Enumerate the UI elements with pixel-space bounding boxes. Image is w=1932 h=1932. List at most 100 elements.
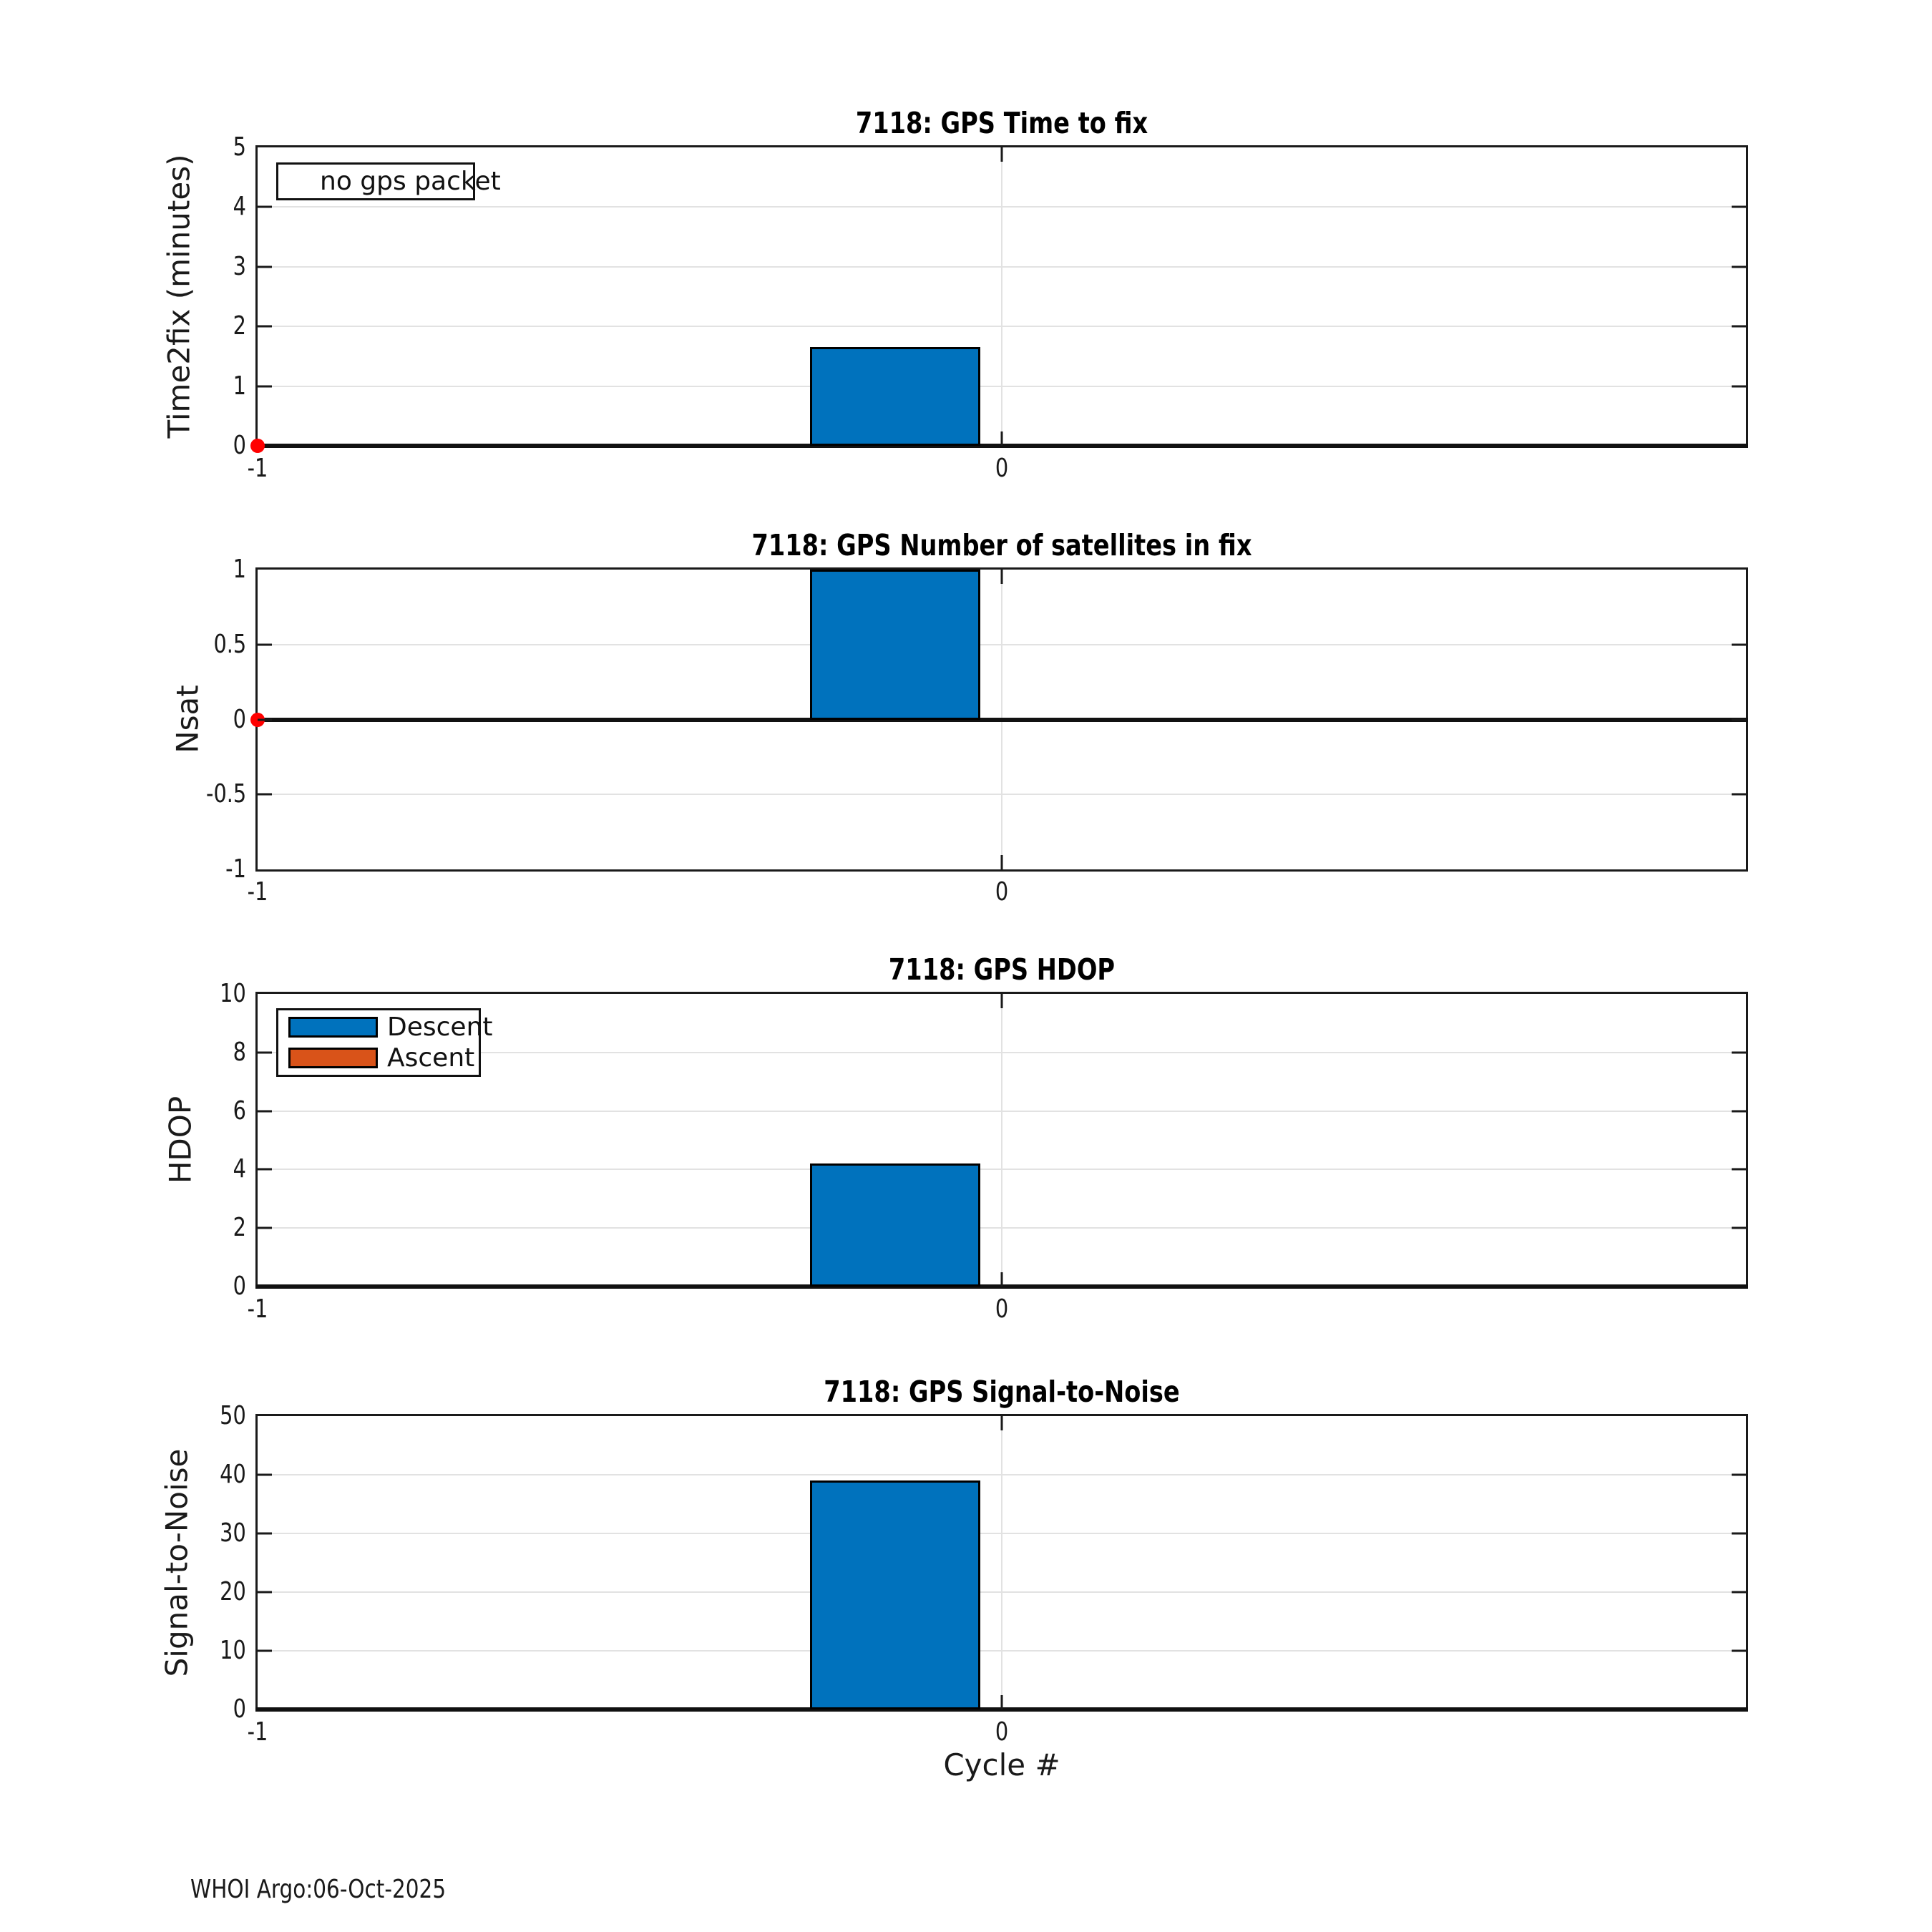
x-tick-mark — [1000, 431, 1003, 446]
y-tick-mark — [258, 643, 272, 646]
y-tick-label: 5 — [233, 132, 246, 162]
zero-baseline — [255, 717, 1748, 722]
y-tick-mark — [1732, 1591, 1746, 1594]
y-tick-label: 40 — [220, 1460, 246, 1489]
y-tick-label: 10 — [220, 979, 246, 1008]
y-tick-mark — [1732, 643, 1746, 646]
y-tick-mark — [1732, 325, 1746, 328]
x-tick-label: -1 — [247, 1717, 268, 1747]
x-tick-label: 0 — [995, 1294, 1009, 1324]
y-tick-mark — [258, 385, 272, 388]
y-tick-label: 3 — [233, 251, 246, 281]
y-tick-mark — [1732, 1532, 1746, 1535]
subplot4-ylabel: Signal-to-Noise — [159, 1448, 195, 1677]
y-tick-mark — [1732, 1473, 1746, 1476]
y-tick-label: 0 — [233, 431, 246, 460]
subplot2-axes: -1 -0.5 0 0.5 1 -1 0 — [206, 557, 1748, 905]
y-tick-mark — [258, 1591, 272, 1594]
y-tick-mark — [258, 1473, 272, 1476]
y-tick-mark — [258, 1226, 272, 1229]
no-gps-packet-dot — [250, 439, 265, 453]
y-tick-mark — [258, 1168, 272, 1171]
descent-bar — [810, 347, 981, 446]
vertical-gridline — [1001, 994, 1002, 1287]
y-tick-label: -0.5 — [205, 779, 246, 809]
x-axis-label: Cycle # — [943, 1747, 1060, 1782]
x-tick-label: 0 — [995, 877, 1009, 907]
subplot1-title: 7118: GPS Time to fix — [855, 106, 1148, 140]
descent-bar — [810, 1480, 981, 1709]
x-tick-mark — [1000, 994, 1003, 1008]
y-tick-label: 8 — [233, 1037, 246, 1067]
descent-bar — [810, 570, 981, 720]
subplot3-axes: Descent Ascent 0 2 4 6 8 10 -1 0 — [220, 981, 1748, 1322]
zero-baseline — [255, 444, 1748, 448]
y-tick-mark — [1732, 385, 1746, 388]
y-tick-mark — [1732, 1110, 1746, 1113]
y-tick-mark — [1732, 205, 1746, 208]
y-tick-label: 0 — [233, 1272, 246, 1301]
y-tick-mark — [258, 1532, 272, 1535]
y-tick-mark — [1732, 1649, 1746, 1652]
y-tick-mark — [258, 718, 272, 721]
legend-row-descent: Descent — [288, 1013, 493, 1042]
no-gps-packet-marker-icon — [296, 175, 309, 188]
y-tick-mark — [258, 325, 272, 328]
descent-bar — [810, 1163, 981, 1287]
vertical-gridline — [1001, 1416, 1002, 1709]
x-tick-mark — [1000, 855, 1003, 869]
y-tick-label: 50 — [220, 1401, 246, 1430]
legend-label-ascent: Ascent — [387, 1043, 475, 1073]
ascent-swatch-icon — [288, 1048, 378, 1069]
descent-swatch-icon — [288, 1016, 378, 1038]
y-tick-label: 0 — [233, 704, 246, 734]
y-tick-mark — [1732, 1051, 1746, 1054]
zero-baseline — [255, 1707, 1748, 1712]
y-tick-mark — [258, 1649, 272, 1652]
x-tick-mark — [1000, 1695, 1003, 1709]
y-tick-label: 10 — [220, 1636, 246, 1665]
x-tick-label: -1 — [247, 877, 268, 907]
y-tick-mark — [1732, 1226, 1746, 1229]
footer-stamp: WHOI Argo:06-Oct-2025 — [190, 1875, 447, 1904]
y-tick-mark — [258, 1110, 272, 1113]
x-tick-mark — [1000, 1272, 1003, 1287]
y-tick-label: 4 — [233, 1154, 246, 1184]
legend-label-descent: Descent — [387, 1012, 493, 1042]
subplot1-ylabel: Time2fix (minutes) — [161, 154, 197, 439]
y-tick-label: 6 — [233, 1096, 246, 1126]
y-tick-mark — [258, 1051, 272, 1054]
y-tick-label: 0.5 — [213, 629, 246, 659]
subplot3-legend: Descent Ascent — [276, 1008, 493, 1077]
x-tick-label: -1 — [247, 454, 268, 483]
legend-row-ascent: Ascent — [288, 1043, 479, 1073]
subplot3-title: 7118: GPS HDOP — [888, 952, 1116, 987]
subplot2-title: 7118: GPS Number of satellites in fix — [751, 528, 1252, 562]
y-tick-label: 1 — [233, 555, 246, 584]
vertical-gridline — [1001, 147, 1002, 446]
y-tick-mark — [258, 205, 272, 208]
zero-baseline — [255, 1284, 1748, 1289]
y-tick-label: 2 — [233, 1213, 246, 1243]
y-tick-mark — [1732, 265, 1746, 268]
subplot1-axes: no gps packet 0 1 2 3 4 5 -1 0 — [233, 135, 1748, 482]
y-tick-label: 0 — [233, 1694, 246, 1724]
x-tick-mark — [1000, 570, 1003, 584]
x-tick-label: -1 — [247, 1294, 268, 1324]
y-tick-mark — [1732, 1168, 1746, 1171]
y-tick-label: 4 — [233, 192, 246, 222]
x-tick-label: 0 — [995, 454, 1009, 483]
y-tick-label: -1 — [225, 854, 246, 884]
x-tick-mark — [1000, 1416, 1003, 1430]
legend-label-no-gps-packet: no gps packet — [320, 167, 501, 196]
y-tick-label: 30 — [220, 1518, 246, 1548]
y-tick-label: 1 — [233, 371, 246, 401]
subplot4-title: 7118: GPS Signal-to-Noise — [824, 1375, 1180, 1409]
x-tick-label: 0 — [995, 1717, 1009, 1747]
x-tick-mark — [1000, 147, 1003, 162]
y-tick-label: 20 — [220, 1577, 246, 1606]
y-tick-mark — [1732, 793, 1746, 796]
subplot1-legend: no gps packet — [276, 162, 501, 200]
subplot2-ylabel: Nsat — [170, 685, 205, 753]
